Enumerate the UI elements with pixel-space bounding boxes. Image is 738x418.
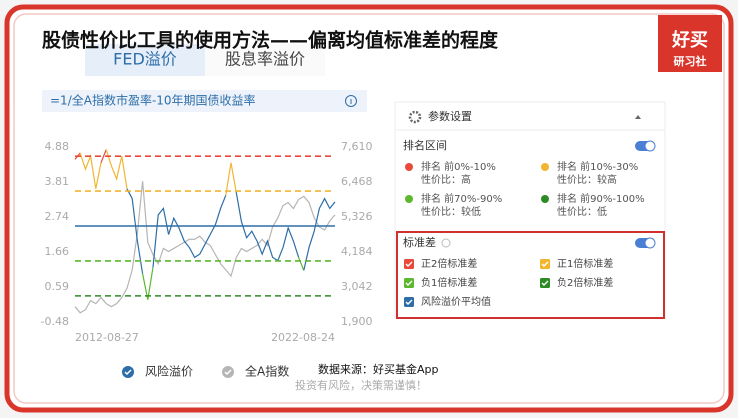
page-title: 股债性价比工具的使用方法——偏离均值标准差的程度	[42, 29, 499, 52]
rank-label: 性价比：较高	[557, 173, 617, 186]
rank-label: 性价比：低	[557, 205, 607, 218]
checkbox[interactable]	[540, 259, 550, 269]
tab-label[interactable]: 股息率溢价	[225, 50, 305, 69]
info-icon[interactable]	[345, 95, 357, 107]
checkmark	[405, 299, 413, 305]
series-line	[105, 149, 128, 189]
tab-label[interactable]: FED溢价	[113, 50, 177, 69]
logo-sub: 研习社	[674, 54, 707, 68]
rank-dot	[405, 163, 413, 171]
y2-tick-label: 5,326	[341, 210, 373, 223]
rank-dot	[405, 195, 413, 203]
series-line	[235, 191, 300, 262]
y-tick-label: 4.88	[45, 140, 70, 153]
series-line	[142, 267, 154, 300]
source: 数据来源：好买基金App	[318, 362, 439, 376]
checkbox[interactable]	[404, 297, 414, 307]
rank-range: 排名 前0%-10%	[421, 160, 496, 173]
section-title: 排名区间	[403, 138, 447, 152]
series-line	[152, 195, 227, 268]
rank-range: 排名 前90%-100%	[557, 192, 645, 205]
y2-tick-label: 7,610	[341, 140, 373, 153]
tab-active[interactable]	[85, 44, 205, 76]
y-tick-label: 3.81	[45, 175, 70, 188]
y2-tick-label: 4,184	[341, 245, 373, 258]
logo	[658, 15, 722, 72]
tab[interactable]	[205, 44, 325, 76]
checkbox[interactable]	[404, 278, 414, 288]
series-line	[126, 188, 144, 274]
series-line	[303, 197, 336, 271]
x-tick-label: 2012-08-27	[75, 331, 139, 344]
rank-range: 排名 前70%-90%	[421, 192, 502, 205]
rank-dot	[541, 195, 549, 203]
panel-title: 参数设置	[428, 109, 472, 123]
inner-frame	[13, 13, 725, 404]
highlight-box	[396, 231, 665, 319]
checkbox-label[interactable]: 负2倍标准差	[557, 276, 613, 289]
settings-panel	[394, 101, 666, 319]
y-tick-label: 0.59	[45, 280, 70, 293]
formula-bar	[42, 90, 367, 112]
checkbox[interactable]	[404, 259, 414, 269]
formula: =1/全A指数市盈率-10年期国债收益率	[50, 93, 256, 108]
series-line	[225, 162, 237, 196]
y-tick-label: -0.48	[41, 315, 69, 328]
checkbox-label[interactable]: 负1倍标准差	[421, 276, 477, 289]
series-line	[100, 149, 107, 163]
legend-check	[224, 369, 232, 376]
y2-tick-label: 3,042	[341, 280, 373, 293]
legend-check	[124, 369, 132, 376]
checkbox[interactable]	[540, 278, 550, 288]
toggle-knob	[644, 237, 656, 249]
info-icon[interactable]	[441, 238, 451, 248]
y2-tick-label: 1,900	[341, 315, 373, 328]
y-tick-label: 2.74	[45, 210, 70, 223]
x-tick-label: 2022-08-24	[271, 331, 335, 344]
rank-label: 性价比：较低	[421, 205, 481, 218]
checkmark	[541, 261, 549, 267]
logo-name: 好买	[671, 29, 708, 51]
checkmark	[541, 280, 549, 286]
gear-icon	[408, 110, 422, 124]
y-tick-label: 1.66	[45, 245, 70, 258]
section-title: 标准差	[403, 235, 436, 249]
legend-label[interactable]: 风险溢价	[145, 364, 193, 379]
toggle-knob	[644, 140, 656, 152]
disclaimer: 投资有风险，决策需谨慎！	[295, 378, 427, 392]
rank-label: 性价比：高	[421, 173, 471, 186]
checkbox-label[interactable]: 正1倍标准差	[557, 257, 613, 270]
series-line	[298, 257, 305, 271]
series-line	[74, 180, 336, 314]
rank-range: 排名 前10%-30%	[557, 160, 638, 173]
checkmark	[405, 280, 413, 286]
rank-dot	[541, 163, 549, 171]
legend-label[interactable]: 全A指数	[245, 364, 289, 379]
checkmark	[405, 261, 413, 267]
y2-tick-label: 6,468	[341, 175, 373, 188]
collapse-icon[interactable]	[635, 115, 641, 119]
checkbox-label[interactable]: 正2倍标准差	[421, 257, 477, 270]
checkbox-label[interactable]: 风险溢价平均值	[421, 295, 491, 308]
